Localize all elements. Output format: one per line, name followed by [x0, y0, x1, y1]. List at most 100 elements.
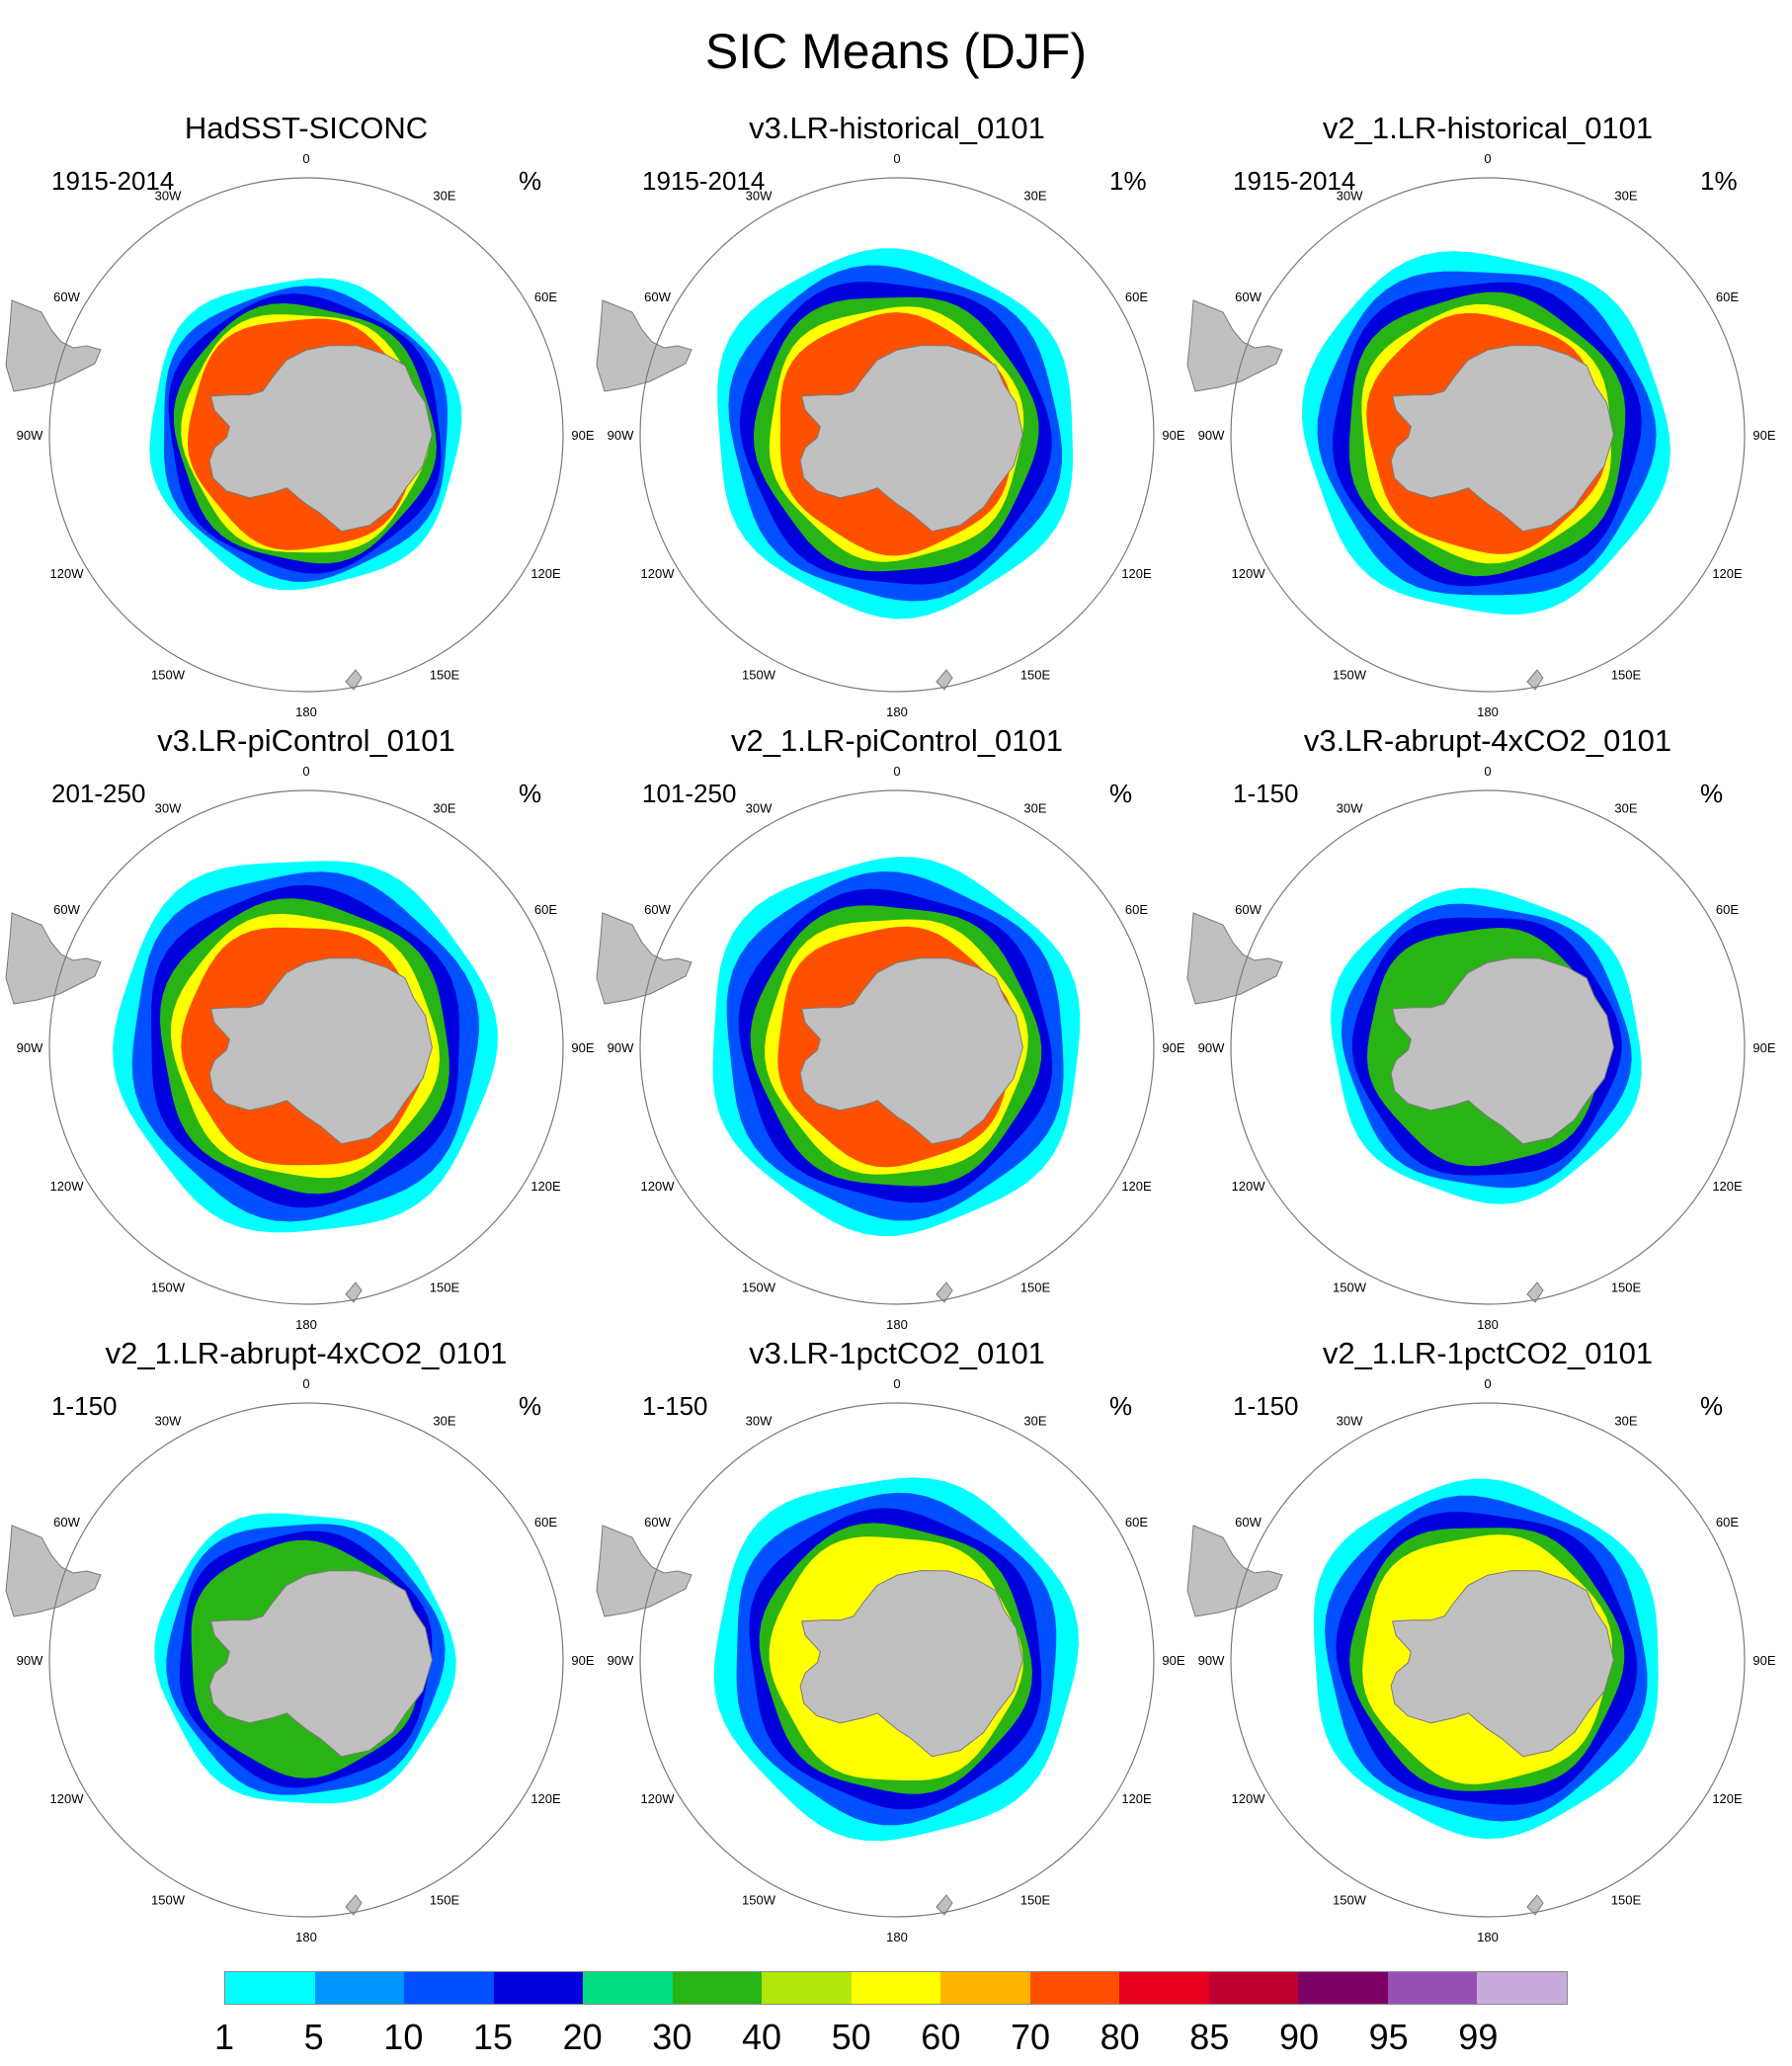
- map-boundary: [48, 177, 564, 693]
- south-america-landmass: [596, 1525, 692, 1617]
- south-america-landmass: [596, 299, 692, 392]
- longitude-label: 0: [893, 764, 900, 779]
- longitude-label: 60E: [1716, 902, 1739, 917]
- panel-years: 1-150: [51, 1391, 118, 1421]
- longitude-label: 60W: [1235, 289, 1262, 304]
- polar-map: 0 30E 60E 90E 120E 150E 180 150W 120W 90W 60W 30W: [596, 764, 1185, 1332]
- longitude-label: 0: [302, 151, 309, 166]
- panel-title: v2_1.LR-1pctCO2_0101: [1322, 1336, 1654, 1370]
- longitude-label: 120W: [641, 1179, 676, 1194]
- longitude-label: 150E: [1020, 1893, 1051, 1908]
- longitude-label: 30E: [1614, 801, 1637, 816]
- colorbar-tick-label: 85: [1189, 2017, 1230, 2057]
- longitude-label: 120W: [641, 1791, 676, 1806]
- longitude-label: 0: [893, 1376, 900, 1391]
- new-zealand-landmass: [936, 669, 953, 691]
- colorbar-tick-label: 90: [1278, 2017, 1320, 2057]
- longitude-label: 180: [295, 704, 317, 719]
- colorbar-tick-label: 5: [303, 2017, 324, 2057]
- longitude-label: 120E: [530, 566, 561, 581]
- map-panels: HadSST-SICONC 1915-2014% 0 30E 60E 90E 120E 150…: [5, 111, 1776, 1944]
- longitude-label: 30E: [1023, 189, 1046, 204]
- longitude-label: 150E: [430, 1281, 460, 1295]
- longitude-label: 30E: [1614, 1414, 1637, 1429]
- longitude-label: 90W: [17, 428, 43, 443]
- colorbar-swatch: [493, 1972, 584, 2004]
- longitude-label: 30W: [746, 1414, 773, 1429]
- longitude-label: 30W: [746, 189, 773, 204]
- longitude-label: 150W: [1333, 668, 1367, 683]
- south-america-landmass: [1186, 299, 1283, 392]
- longitude-label: 30E: [433, 801, 455, 816]
- polar-map: 0 30E 60E 90E 120E 150E 180 150W 120W 90W 60W 30W: [1186, 764, 1776, 1332]
- longitude-label: 120E: [530, 1179, 561, 1194]
- colorbar-swatch: [225, 1972, 315, 2004]
- panel-units: %: [519, 779, 542, 808]
- panel-units: %: [1700, 1391, 1724, 1421]
- panel-units: %: [519, 1391, 542, 1421]
- longitude-label: 90W: [608, 428, 634, 443]
- new-zealand-landmass: [345, 1281, 363, 1303]
- longitude-label: 150E: [1611, 1281, 1642, 1295]
- longitude-label: 0: [1484, 151, 1491, 166]
- longitude-label: 90E: [1162, 1653, 1184, 1668]
- longitude-label: 60E: [534, 1515, 557, 1529]
- longitude-label: 120E: [1121, 1791, 1152, 1806]
- panel-units: %: [519, 166, 542, 196]
- longitude-label: 60W: [644, 289, 671, 304]
- polar-map: 0 30E 60E 90E 120E 150E 180 150W 120W 90W 60W 30W: [1186, 1376, 1776, 1944]
- south-america-landmass: [596, 912, 692, 1005]
- colorbar-tick-label: 50: [831, 2017, 871, 2057]
- colorbar-swatch: [1119, 1972, 1209, 2004]
- longitude-label: 90W: [1198, 428, 1225, 443]
- longitude-label: 120E: [530, 1791, 561, 1806]
- longitude-label: 150E: [1611, 668, 1642, 683]
- polar-map: 0 30E 60E 90E 120E 150E 180 150W 120W 90W 60W 30W: [596, 151, 1185, 719]
- longitude-label: 60E: [1125, 902, 1148, 917]
- longitude-label: 120W: [50, 1791, 85, 1806]
- longitude-label: 90E: [571, 1653, 594, 1668]
- longitude-label: 30E: [433, 189, 455, 204]
- map-boundary: [639, 789, 1155, 1305]
- longitude-label: 150W: [742, 1281, 776, 1295]
- longitude-label: 30W: [155, 801, 182, 816]
- panel-units: %: [1700, 779, 1724, 808]
- longitude-label: 120E: [1121, 1179, 1152, 1194]
- antarctica-landmass: [799, 345, 1023, 533]
- new-zealand-landmass: [936, 1894, 953, 1916]
- map-boundary: [639, 1402, 1155, 1918]
- colorbar-swatch: [851, 1972, 941, 2004]
- longitude-label: 180: [1477, 704, 1499, 719]
- longitude-label: 120W: [1232, 1791, 1266, 1806]
- colorbar-swatch: [1387, 1972, 1478, 2004]
- longitude-label: 150E: [1611, 1893, 1642, 1908]
- longitude-label: 150W: [742, 668, 776, 683]
- new-zealand-landmass: [345, 669, 363, 691]
- panel-title: v2_1.LR-abrupt-4xCO2_0101: [105, 1336, 508, 1370]
- longitude-label: 180: [886, 704, 908, 719]
- panel-units: 1%: [1109, 166, 1147, 196]
- longitude-label: 90E: [571, 1040, 594, 1055]
- colorbar-swatch: [1208, 1972, 1299, 2004]
- longitude-label: 150W: [151, 1281, 186, 1295]
- polar-map: 0 30E 60E 90E 120E 150E 180 150W 120W 90W 60W 30W: [5, 764, 595, 1332]
- colorbar-tick-label: 15: [472, 2017, 514, 2057]
- new-zealand-landmass: [1526, 1281, 1544, 1303]
- longitude-label: 90W: [608, 1653, 634, 1668]
- longitude-label: 30E: [1023, 1414, 1046, 1429]
- map-boundary: [1230, 177, 1746, 693]
- longitude-label: 30W: [1337, 1414, 1363, 1429]
- longitude-label: 180: [295, 1930, 317, 1944]
- panel-years: 101-250: [642, 779, 737, 808]
- panel-title: v3.LR-piControl_0101: [157, 723, 455, 758]
- longitude-label: 120W: [1232, 1179, 1266, 1194]
- longitude-label: 120W: [50, 566, 85, 581]
- page-title: SIC Means (DJF): [704, 24, 1088, 79]
- panel-years: 1915-2014: [51, 166, 175, 196]
- longitude-label: 180: [295, 1317, 317, 1332]
- panel-years: 201-250: [51, 779, 146, 808]
- panel-title: v3.LR-1pctCO2_0101: [749, 1336, 1045, 1370]
- new-zealand-landmass: [1526, 1894, 1544, 1916]
- colorbar-tick-label: 99: [1458, 2017, 1499, 2057]
- panel-units: %: [1109, 779, 1133, 808]
